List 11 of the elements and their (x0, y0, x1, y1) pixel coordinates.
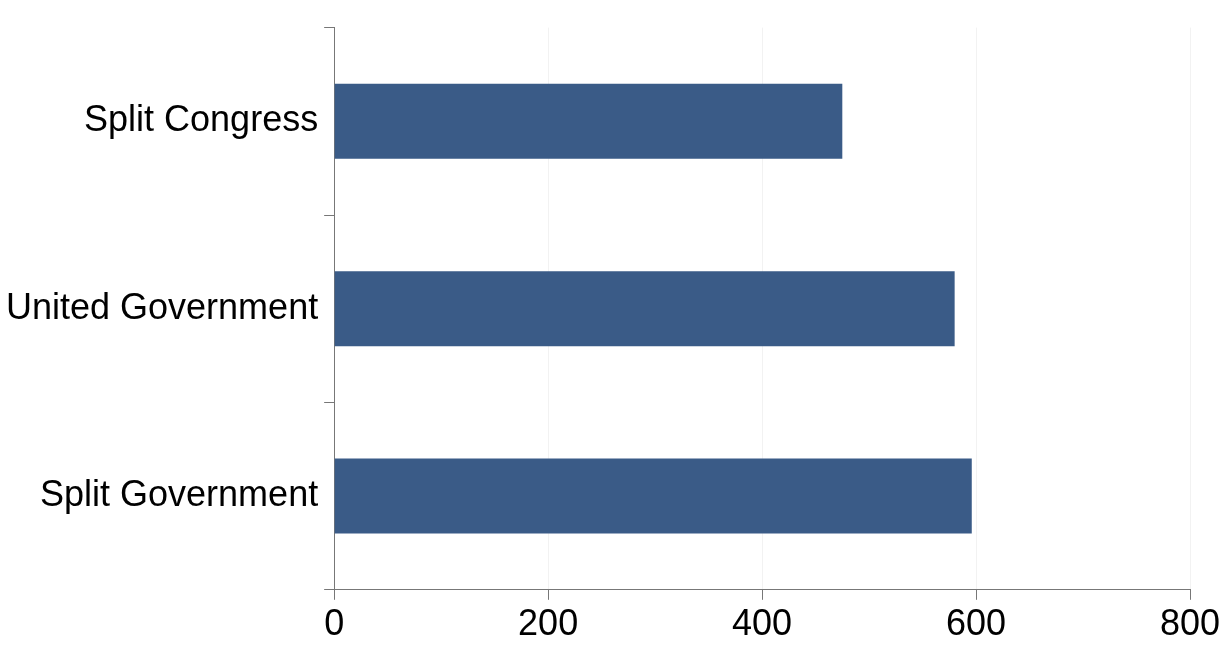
y-tick-label: Split Congress (84, 98, 319, 140)
bar (334, 83, 843, 159)
x-tick-label: 0 (324, 602, 345, 644)
x-tick-label: 800 (1159, 602, 1221, 644)
bar (334, 458, 972, 534)
x-tick-label: 600 (946, 602, 1007, 644)
bar (334, 271, 955, 347)
y-tick-label: United Government (6, 285, 319, 327)
y-tick-label: Split Government (40, 473, 319, 515)
x-tick-label: 400 (732, 602, 793, 644)
x-tick-label: 200 (518, 602, 579, 644)
